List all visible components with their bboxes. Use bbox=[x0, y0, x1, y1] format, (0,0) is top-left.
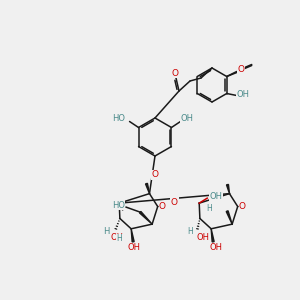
Text: OH: OH bbox=[196, 233, 209, 242]
Text: O: O bbox=[158, 202, 165, 211]
Text: H: H bbox=[187, 227, 193, 236]
Text: O: O bbox=[152, 170, 159, 179]
Polygon shape bbox=[131, 229, 134, 242]
Text: HO: HO bbox=[112, 201, 124, 210]
Text: OH: OH bbox=[210, 243, 223, 252]
Text: OH: OH bbox=[110, 233, 123, 242]
Text: OH: OH bbox=[210, 192, 223, 201]
Text: O: O bbox=[237, 65, 244, 74]
Text: O: O bbox=[238, 202, 245, 211]
Polygon shape bbox=[226, 211, 232, 224]
Text: O: O bbox=[171, 198, 178, 207]
Text: H: H bbox=[206, 204, 212, 213]
Text: HO: HO bbox=[112, 114, 125, 123]
Text: H: H bbox=[116, 234, 122, 243]
Polygon shape bbox=[140, 212, 152, 224]
Text: OH: OH bbox=[236, 90, 249, 99]
Text: H: H bbox=[103, 227, 109, 236]
Polygon shape bbox=[226, 184, 230, 194]
Text: OH: OH bbox=[128, 243, 141, 252]
Text: O: O bbox=[172, 68, 178, 77]
Text: O: O bbox=[237, 66, 244, 75]
Polygon shape bbox=[146, 183, 149, 194]
Polygon shape bbox=[211, 229, 214, 242]
Text: OH: OH bbox=[181, 114, 194, 123]
